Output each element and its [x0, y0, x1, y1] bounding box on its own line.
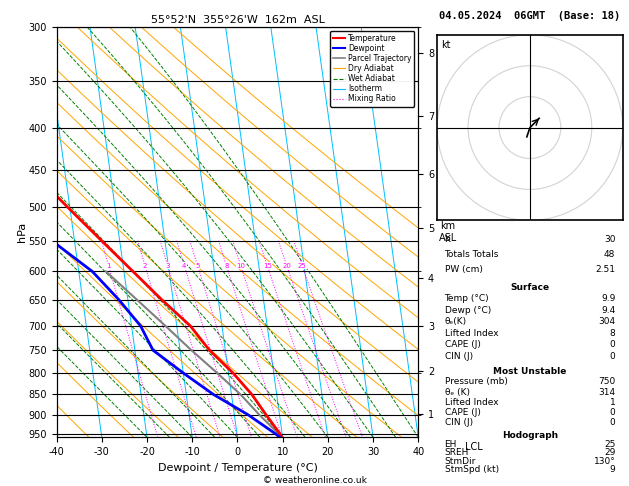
- Text: 0: 0: [610, 418, 615, 427]
- Text: 750: 750: [598, 377, 615, 386]
- Text: 2.51: 2.51: [595, 265, 615, 274]
- Text: 30: 30: [604, 235, 615, 243]
- X-axis label: Dewpoint / Temperature (°C): Dewpoint / Temperature (°C): [157, 463, 318, 473]
- Text: 20: 20: [282, 262, 291, 269]
- Text: StmDir: StmDir: [445, 457, 476, 466]
- Text: 3: 3: [165, 262, 170, 269]
- Text: 9.9: 9.9: [601, 295, 615, 303]
- Text: 9.4: 9.4: [601, 306, 615, 315]
- Text: PW (cm): PW (cm): [445, 265, 482, 274]
- Text: 4: 4: [182, 262, 186, 269]
- Text: 1: 1: [610, 398, 615, 407]
- Text: 9: 9: [610, 465, 615, 474]
- Text: Lifted Index: Lifted Index: [445, 329, 498, 338]
- Y-axis label: km
ASL: km ASL: [439, 221, 457, 243]
- Text: 25: 25: [604, 440, 615, 449]
- Text: 0: 0: [610, 340, 615, 349]
- Text: 48: 48: [604, 250, 615, 259]
- Text: 25: 25: [298, 262, 306, 269]
- Text: StmSpd (kt): StmSpd (kt): [445, 465, 499, 474]
- Text: 0: 0: [610, 408, 615, 417]
- Text: Dewp (°C): Dewp (°C): [445, 306, 491, 315]
- Text: 8: 8: [224, 262, 228, 269]
- Text: θₑ(K): θₑ(K): [445, 317, 467, 327]
- Text: Totals Totals: Totals Totals: [445, 250, 499, 259]
- Text: θₑ (K): θₑ (K): [445, 387, 470, 397]
- Text: CIN (J): CIN (J): [445, 352, 473, 361]
- Text: SREH: SREH: [445, 448, 469, 457]
- Title: 55°52'N  355°26'W  162m  ASL: 55°52'N 355°26'W 162m ASL: [150, 15, 325, 25]
- Text: EH: EH: [445, 440, 457, 449]
- Text: 314: 314: [598, 387, 615, 397]
- Text: Temp (°C): Temp (°C): [445, 295, 489, 303]
- Text: K: K: [445, 235, 450, 243]
- Text: kt: kt: [441, 40, 450, 51]
- Legend: Temperature, Dewpoint, Parcel Trajectory, Dry Adiabat, Wet Adiabat, Isotherm, Mi: Temperature, Dewpoint, Parcel Trajectory…: [330, 31, 415, 106]
- Text: 0: 0: [610, 352, 615, 361]
- Text: © weatheronline.co.uk: © weatheronline.co.uk: [262, 475, 367, 485]
- Text: 04.05.2024  06GMT  (Base: 18): 04.05.2024 06GMT (Base: 18): [439, 11, 621, 21]
- Text: 130°: 130°: [594, 457, 615, 466]
- Text: Surface: Surface: [510, 283, 550, 292]
- Text: 29: 29: [604, 448, 615, 457]
- Text: 10: 10: [236, 262, 245, 269]
- Y-axis label: hPa: hPa: [17, 222, 27, 242]
- Text: Lifted Index: Lifted Index: [445, 398, 498, 407]
- Text: Most Unstable: Most Unstable: [493, 367, 567, 376]
- Text: LCL: LCL: [465, 441, 483, 451]
- Text: CIN (J): CIN (J): [445, 418, 473, 427]
- Text: 8: 8: [610, 329, 615, 338]
- Text: 304: 304: [598, 317, 615, 327]
- Text: CAPE (J): CAPE (J): [445, 408, 481, 417]
- Text: 5: 5: [195, 262, 199, 269]
- Text: 1: 1: [106, 262, 111, 269]
- Text: 15: 15: [263, 262, 272, 269]
- Text: Hodograph: Hodograph: [502, 432, 558, 440]
- Text: CAPE (J): CAPE (J): [445, 340, 481, 349]
- Text: Pressure (mb): Pressure (mb): [445, 377, 508, 386]
- Text: 2: 2: [143, 262, 147, 269]
